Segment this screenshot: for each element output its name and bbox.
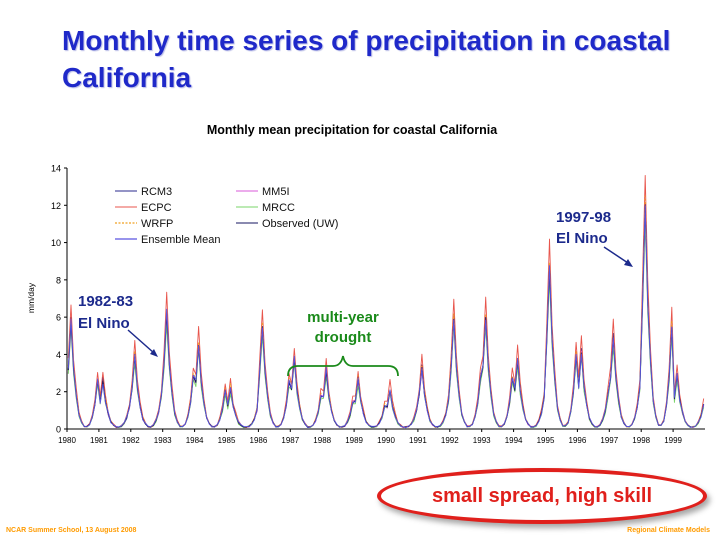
y-tick-label: 8 [56, 275, 61, 285]
x-tick-label: 1991 [409, 436, 427, 445]
x-tick-label: 1989 [345, 436, 363, 445]
legend: RCM3 ECPC WRFP Ensemble Mean MM5I MRCC O… [115, 186, 338, 246]
callout-text: small spread, high skill [431, 484, 653, 507]
x-tick-label: 1993 [473, 436, 491, 445]
annotation-drought-line2: drought [315, 329, 372, 346]
x-tick-label: 1988 [313, 436, 331, 445]
y-axis-label: mm/day [26, 282, 36, 313]
legend-label-observed: Observed (UW) [262, 218, 338, 230]
y-tick-label: 6 [56, 313, 61, 323]
x-tick-label: 1981 [90, 436, 108, 445]
y-tick-label: 2 [56, 387, 61, 397]
legend-label-mrcc: MRCC [262, 202, 295, 214]
legend-label-wrfp: WRFP [141, 218, 173, 230]
footer-left: NCAR Summer School, 13 August 2008 [6, 527, 137, 534]
annotation-drought-brace [287, 355, 399, 377]
series-line-mrcc [67, 222, 705, 429]
callout-oval: small spread, high skill [377, 468, 707, 524]
plot-area [66, 168, 705, 430]
annotation-1982-line2: El Nino [78, 315, 130, 332]
annotation-1997-line1: 1997-98 [556, 209, 611, 226]
y-tick-label: 10 [51, 238, 61, 248]
x-tick-label: 1992 [441, 436, 459, 445]
annotation-1997-line2: El Nino [556, 230, 608, 247]
annotation-1997-el-nino: 1997-98 El Nino [556, 209, 633, 267]
x-tick-label: 1995 [537, 436, 555, 445]
annotation-1982-arrowhead [150, 349, 158, 357]
x-tick-label: 1986 [250, 436, 268, 445]
chart-title: Monthly mean precipitation for coastal C… [207, 123, 498, 137]
legend-label-mm5i: MM5I [262, 186, 290, 198]
x-tick-label: 1999 [664, 436, 682, 445]
x-tick-label: 1985 [218, 436, 236, 445]
x-axis-ticks: 1980 1981 1982 1983 1984 1985 1986 1987 1988 1989… [58, 429, 683, 445]
y-tick-label: 14 [51, 164, 61, 174]
y-axis-ticks: 0 2 4 6 8 10 12 14 [51, 164, 67, 435]
x-tick-label: 1983 [154, 436, 172, 445]
annotation-1997-arrowhead [624, 259, 633, 267]
annotation-drought: multi-year drought [287, 309, 399, 377]
legend-label-ecpc: ECPC [141, 202, 172, 214]
annotation-1982-arrow [127, 329, 155, 354]
slide-title: Monthly time series of precipitation in … [62, 25, 671, 93]
x-tick-label: 1996 [569, 436, 587, 445]
legend-label-ensemble: Ensemble Mean [141, 234, 221, 246]
y-tick-label: 4 [56, 350, 61, 360]
x-tick-label: 1982 [122, 436, 140, 445]
x-tick-label: 1990 [377, 436, 395, 445]
x-tick-label: 1994 [505, 436, 523, 445]
x-tick-label: 1984 [186, 436, 204, 445]
y-tick-label: 12 [51, 201, 61, 211]
footer-right: Regional Climate Models [627, 527, 710, 534]
annotation-1982-el-nino: 1982-83 El Nino [78, 293, 158, 357]
y-tick-label: 0 [56, 425, 61, 435]
annotation-1997-arrow [603, 246, 629, 264]
x-tick-label: 1998 [632, 436, 650, 445]
x-tick-label: 1980 [58, 436, 76, 445]
series-line-ensemble-mean [67, 205, 705, 429]
x-tick-label: 1987 [281, 436, 299, 445]
x-tick-label: 1997 [600, 436, 618, 445]
annotation-drought-line1: multi-year [307, 309, 379, 326]
annotation-1982-line1: 1982-83 [78, 293, 133, 310]
legend-label-rcm3: RCM3 [141, 186, 172, 198]
